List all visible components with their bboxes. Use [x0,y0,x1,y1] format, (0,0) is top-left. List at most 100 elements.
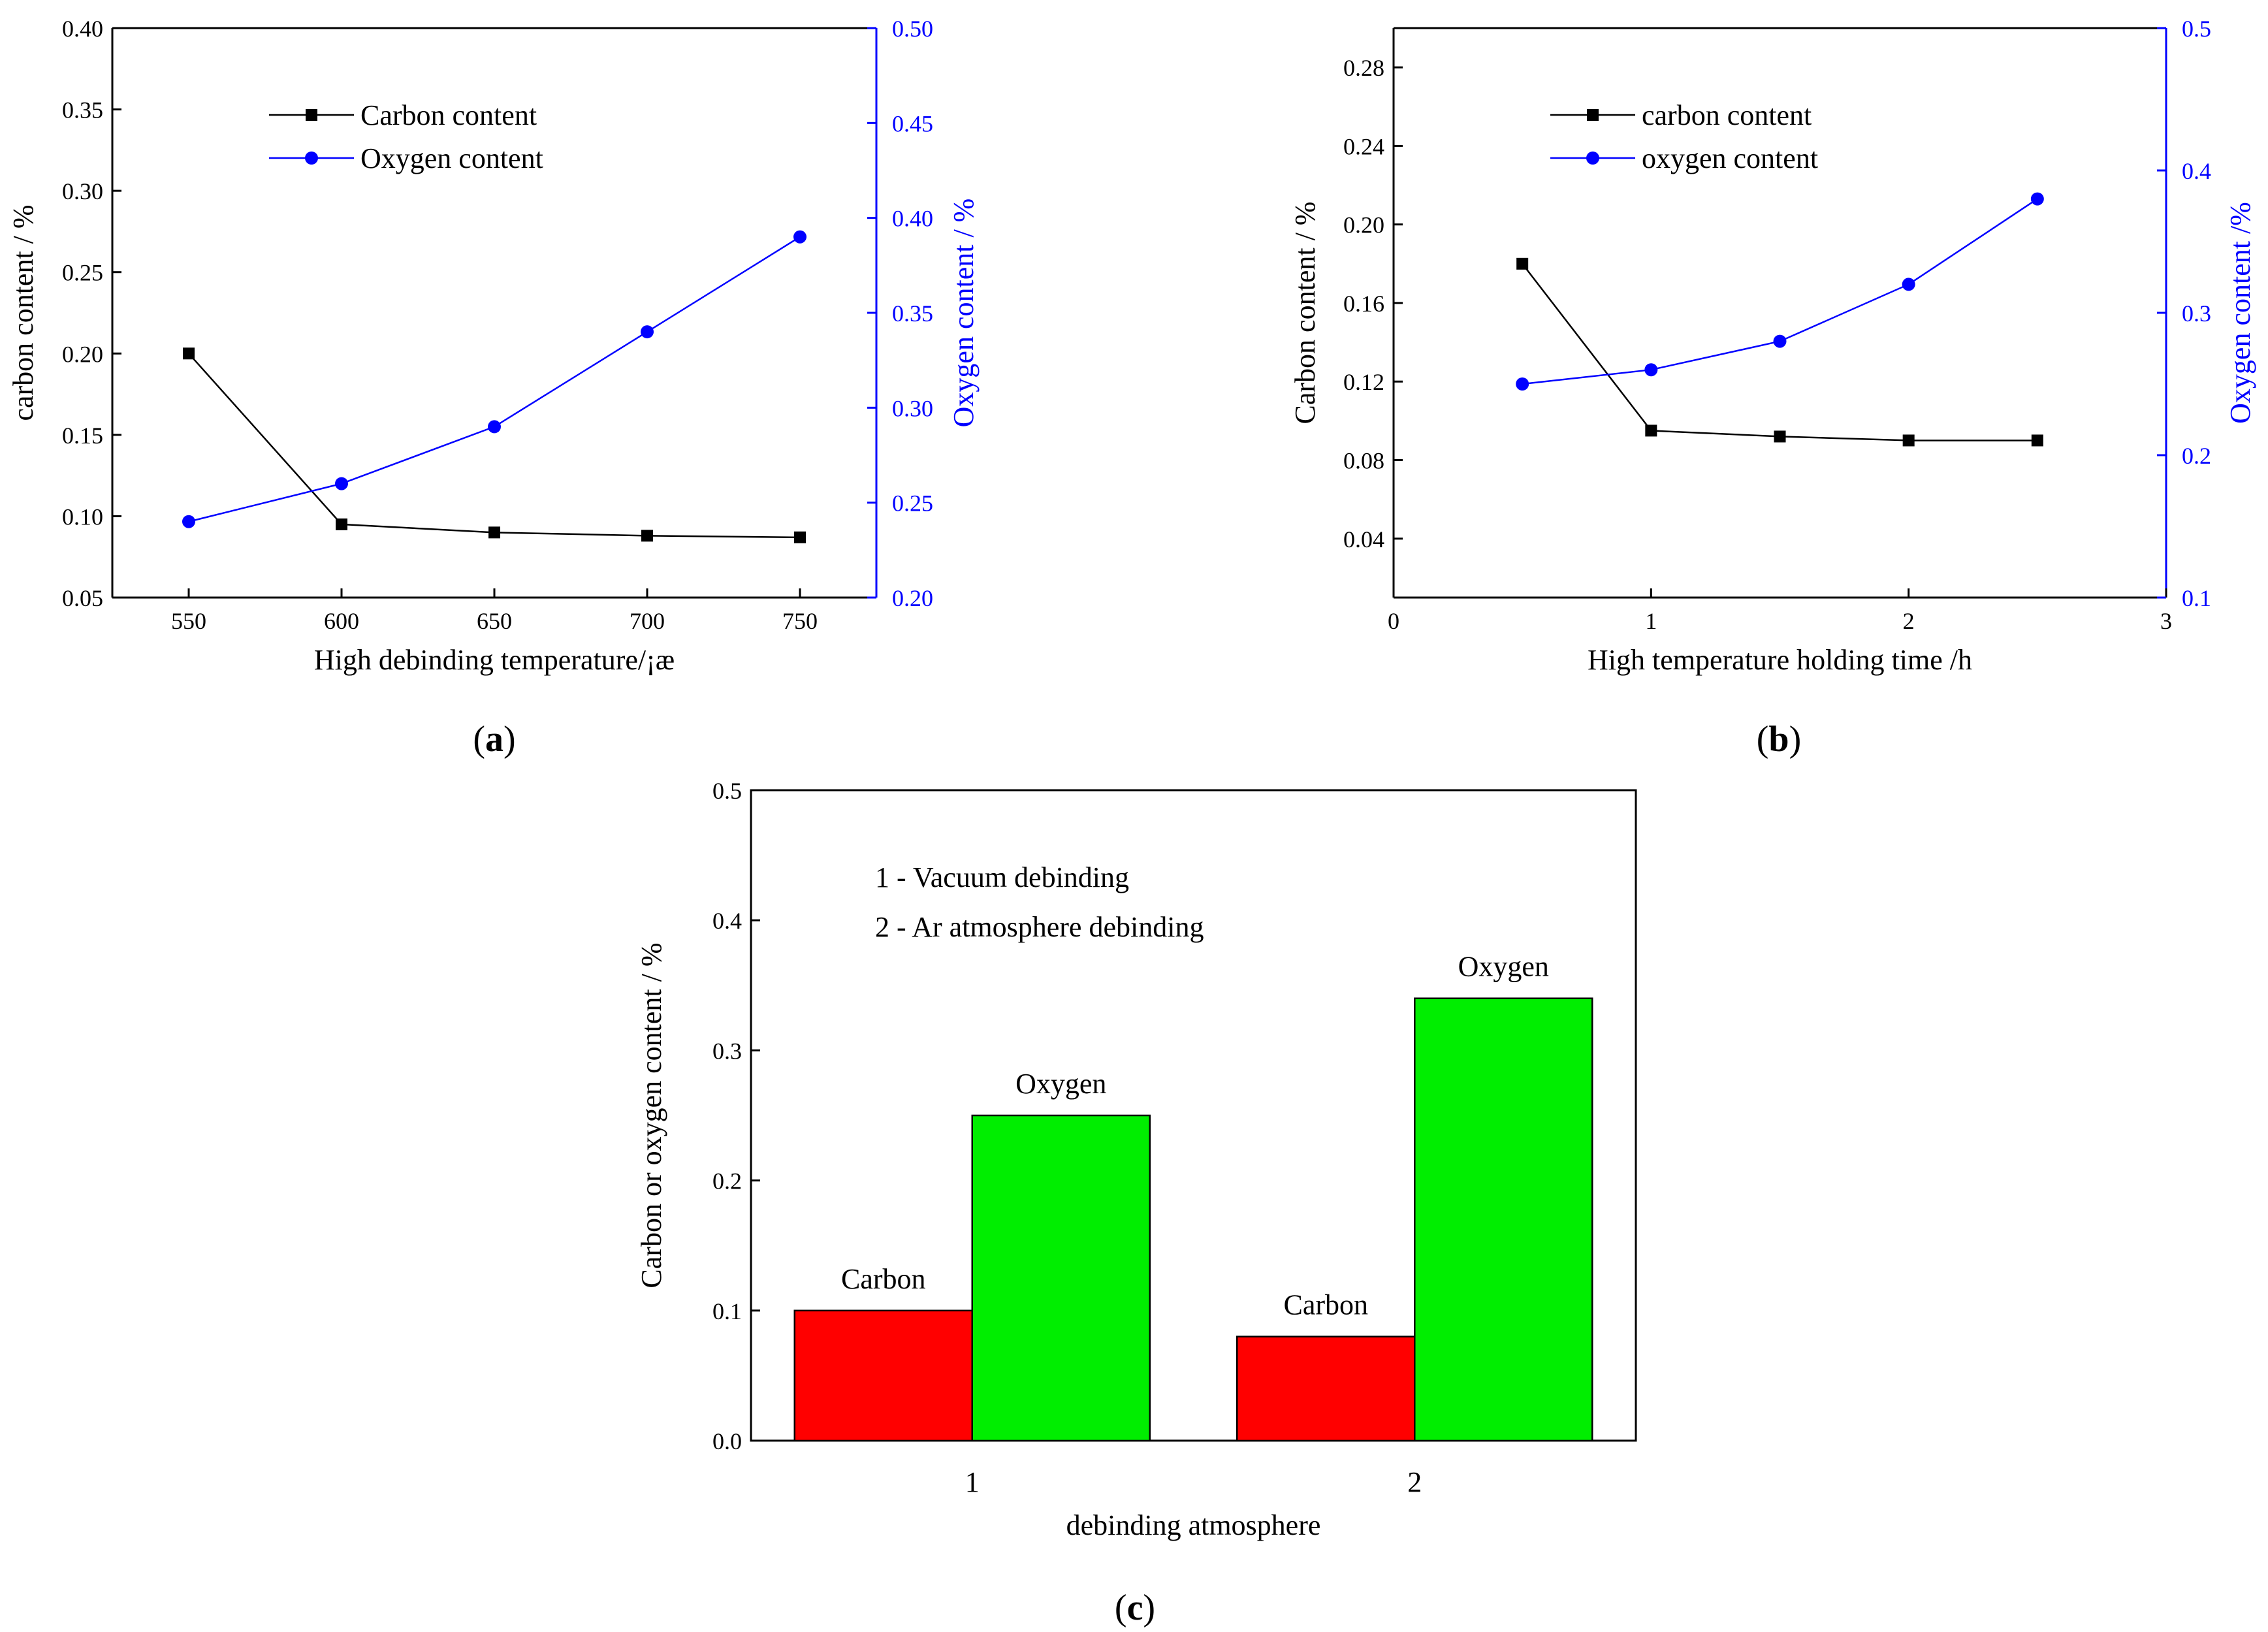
y-tick-label: 0.3 [712,1038,742,1064]
y-axis-title: Carbon or oxygen content / % [635,942,667,1288]
data-point-circle [1644,363,1658,377]
legend-label: Oxygen content [360,142,543,174]
data-point-circle [335,477,348,490]
y-tick-label: 0.04 [1343,526,1384,552]
bar-label: Oxygen [1015,1068,1106,1100]
annotation: 2 - Ar atmosphere debinding [875,911,1204,943]
y2-axis-title: Oxygen content / % [948,199,980,428]
y2-tick-label: 0.50 [892,16,933,42]
y-tick-label: 0.08 [1343,448,1384,474]
legend-label: Carbon content [360,99,537,131]
data-point-circle [2030,192,2044,206]
y-tick-label: 0.24 [1343,133,1384,159]
y-tick-label: 0.12 [1343,369,1384,395]
panel-label: (a) [473,719,515,760]
data-point-square [2031,434,2043,447]
panel-label-letter: c [1127,1588,1143,1628]
bar-carbon [793,1309,973,1442]
y2-tick-label: 0.45 [892,110,933,136]
data-point-circle [1902,278,1915,291]
x-tick-label: 2 [1407,1466,1422,1498]
y-tick-label: 0.20 [1343,212,1384,238]
series-line-circle [188,236,801,522]
y-tick-label: 0.28 [1343,55,1384,81]
x-tick-label: 0 [1388,608,1399,634]
y-tick-label: 0.40 [62,16,103,42]
x-tick-label: 750 [782,608,818,634]
panel-label-letter: b [1768,719,1789,760]
y-tick-label: 0.16 [1343,291,1384,317]
data-point-circle [488,420,501,434]
data-point-circle [1773,334,1787,348]
annotation: 1 - Vacuum debinding [875,861,1129,893]
legend-marker-square [1587,109,1599,121]
y2-tick-label: 0.25 [892,490,933,517]
y-axis-title: carbon content / % [7,204,39,421]
y-tick-label: 0.4 [712,908,742,934]
y-tick-label: 0.0 [712,1428,742,1454]
x-tick-label: 600 [324,608,359,634]
data-point-square [1516,257,1529,270]
data-point-square [1774,430,1786,443]
bar-oxygen [1414,997,1593,1442]
data-point-circle [793,230,807,244]
y2-tick-label: 0.3 [2182,300,2211,327]
data-point-square [336,518,347,530]
bar-carbon [1236,1336,1416,1442]
data-point-square [488,526,500,539]
y2-axis-title: Oxygen content /% [2224,202,2256,424]
y2-tick-label: 0.2 [2182,443,2211,469]
panel-label-close: ) [503,719,516,760]
y2-tick-label: 0.1 [2182,585,2211,611]
y-axis-title: Carbon content / % [1289,202,1321,424]
legend-marker-circle [1586,152,1599,165]
panel-label: (c) [1115,1588,1155,1628]
bar-label: Oxygen [1458,951,1549,983]
x-tick-label: 550 [171,608,206,634]
data-point-square [641,530,653,542]
legend-marker-circle [305,152,318,165]
panel-label-open: ( [473,719,485,760]
x-tick-label: 650 [477,608,512,634]
legend-label: carbon content [1642,99,1812,131]
panel-label-open: ( [1115,1588,1127,1628]
y-tick-label: 0.1 [712,1298,742,1324]
y-tick-label: 0.10 [62,504,103,530]
x-axis-title: High temperature holding time /h [1588,644,1972,676]
bar-label: Carbon [841,1263,926,1295]
series-line-circle [1522,198,2038,385]
bar-oxygen [971,1114,1151,1442]
data-point-square [1902,434,1915,447]
y2-tick-label: 0.4 [2182,158,2211,184]
y2-tick-label: 0.35 [892,300,933,327]
bar-label: Carbon [1283,1289,1368,1321]
data-point-square [1645,424,1657,437]
chart-b: 0 1 2 3 0.04 0.08 0.12 0.16 0.20 0.24 0.28 0.1 0.2 0.… [1289,16,2256,676]
x-tick-label: 3 [2160,608,2172,634]
y2-tick-label: 0.5 [2182,16,2211,42]
data-point-circle [182,515,195,528]
y2-tick-label: 0.30 [892,395,933,421]
y2-tick-label: 0.20 [892,585,933,611]
x-tick-label: 700 [630,608,665,634]
x-axis-title: debinding atmosphere [1066,1509,1321,1541]
y-tick-label: 0.15 [62,423,103,449]
chart-c: 0.0 0.1 0.2 0.3 0.4 0.5 1 Carbon Oxygen 2 Carbon Ox… [635,778,1637,1541]
y-tick-label: 0.25 [62,260,103,286]
x-tick-label: 1 [965,1466,980,1498]
y-tick-label: 0.35 [62,97,103,123]
data-point-square [794,531,806,543]
panel-label-letter: a [485,719,503,760]
data-point-square [183,347,195,360]
y2-tick-label: 0.40 [892,206,933,232]
panel-label-close: ) [1789,719,1802,760]
y-tick-label: 0.5 [712,778,742,804]
x-axis-title: High debinding temperature/¡æ [314,644,675,676]
y-tick-label: 0.2 [712,1168,742,1194]
y-tick-label: 0.20 [62,341,103,367]
legend-label: oxygen content [1642,142,1818,174]
x-tick-label: 2 [1903,608,1915,634]
panel-label: (b) [1757,719,1801,760]
plot-frame [750,789,1637,1442]
